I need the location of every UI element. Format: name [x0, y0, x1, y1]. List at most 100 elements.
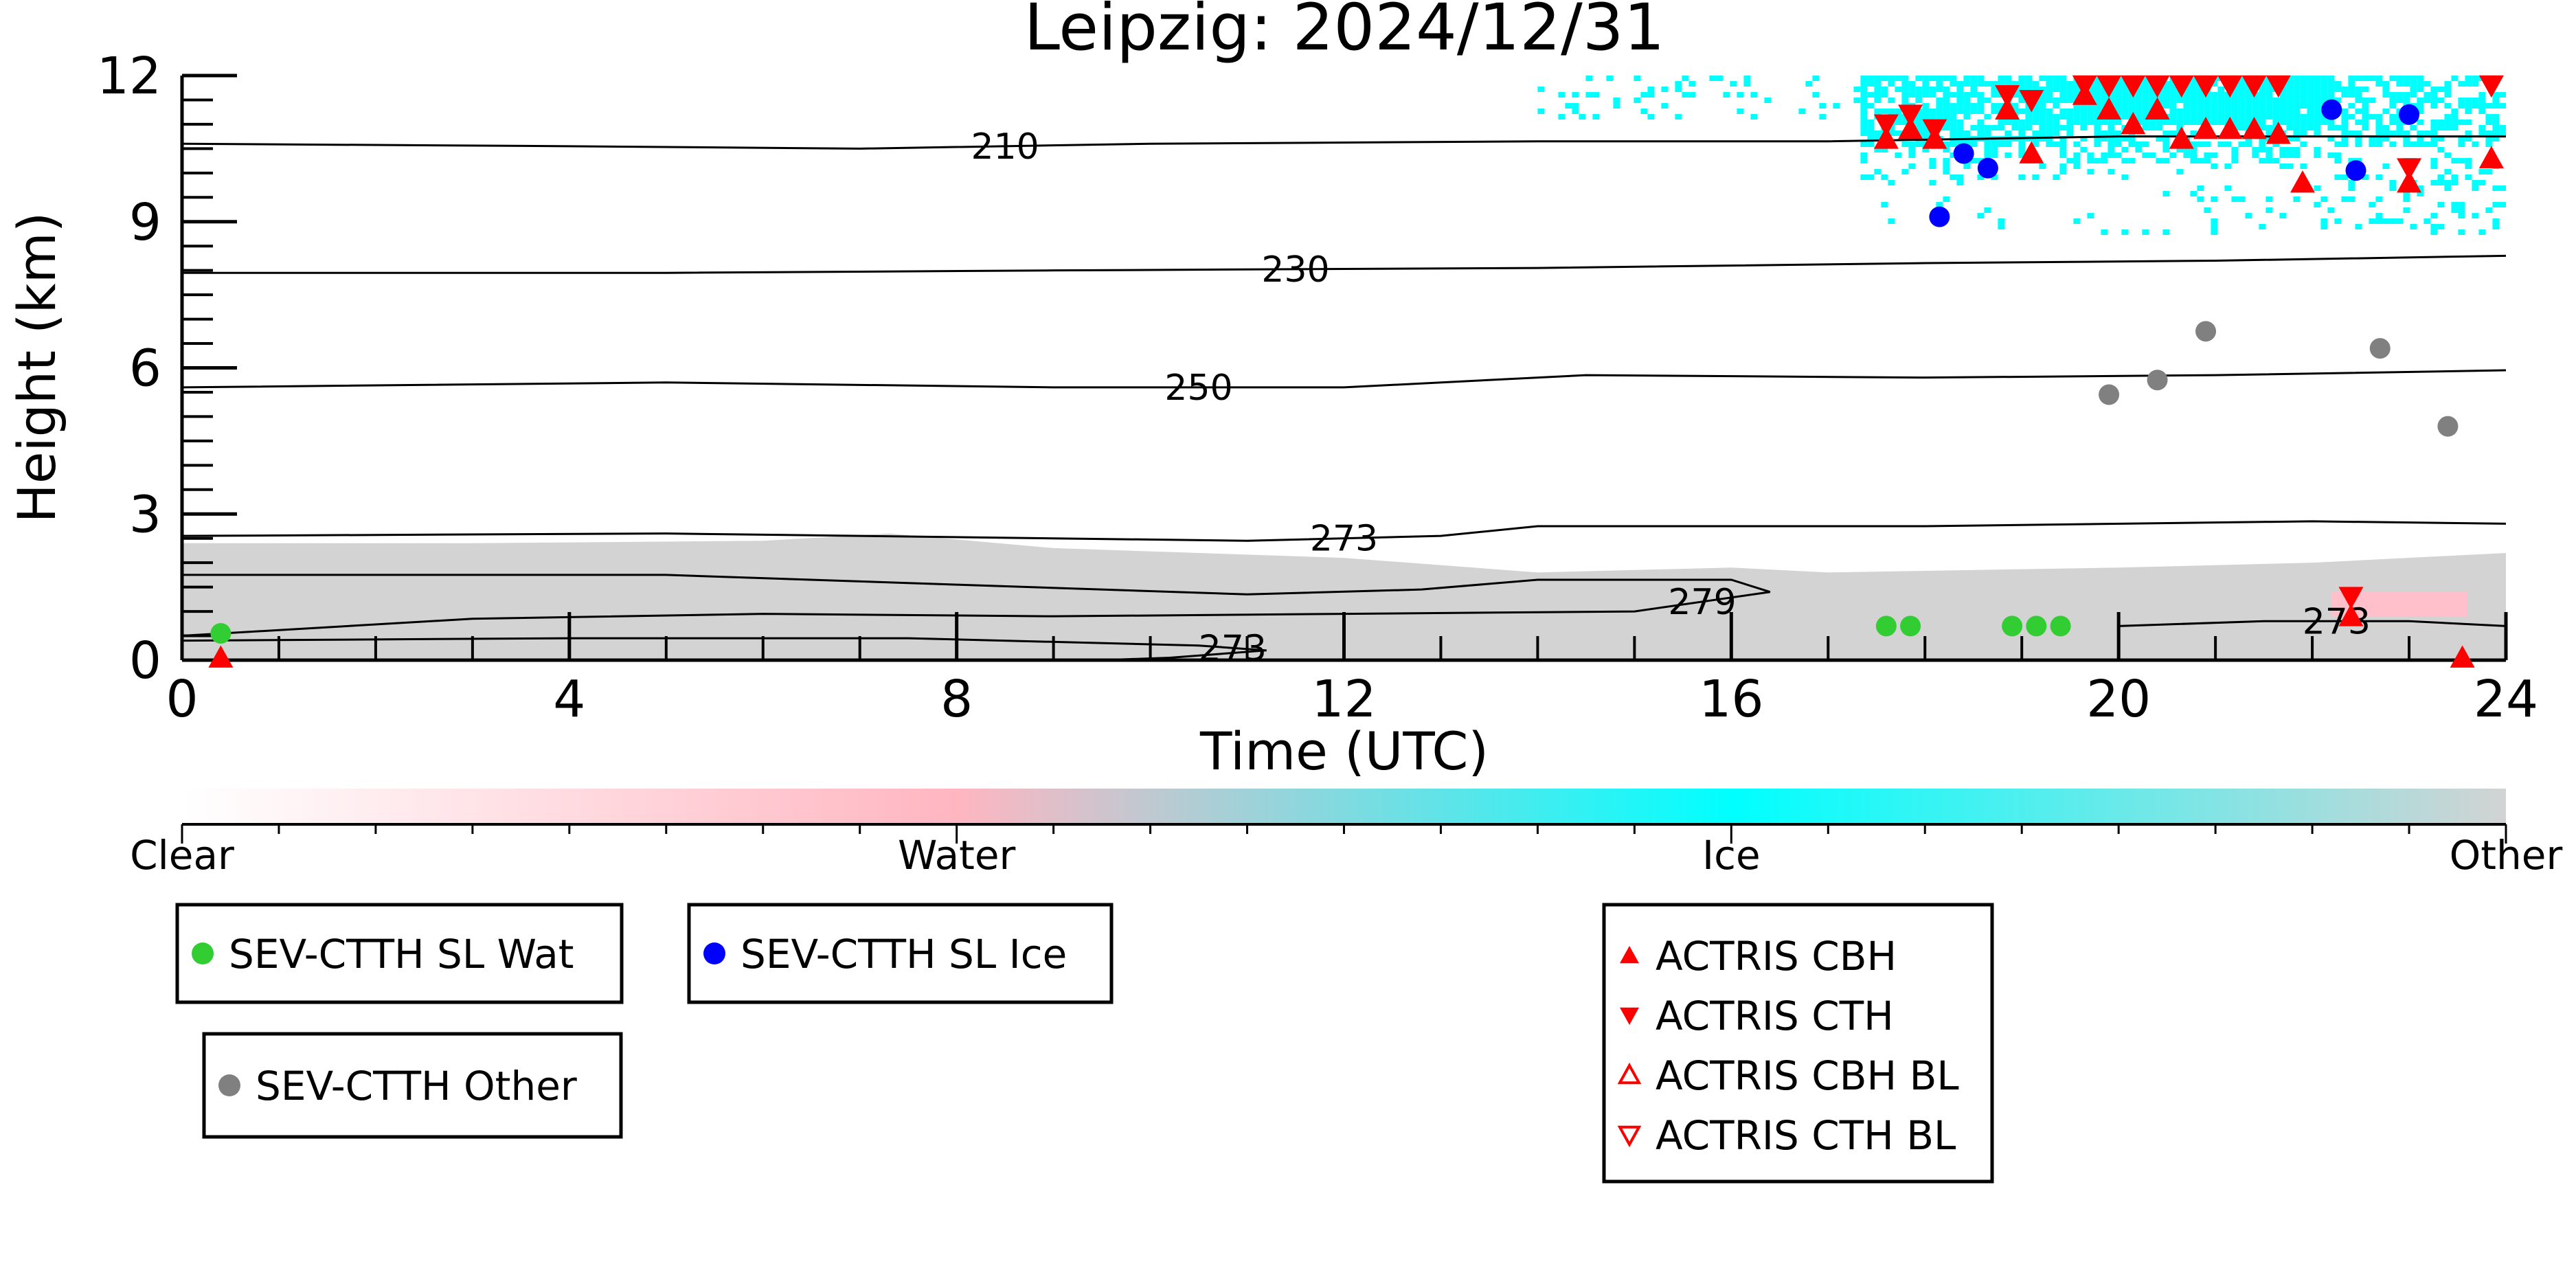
legend-marker	[1617, 1125, 1642, 1148]
ice-cloud-cell	[2334, 158, 2342, 163]
ice-cloud-cell	[2162, 92, 2170, 98]
ice-cloud-cell	[2197, 196, 2204, 202]
ice-cloud-cell	[2444, 180, 2452, 185]
data-point	[2097, 75, 2122, 98]
ice-cloud-cell	[1956, 180, 1964, 185]
ice-cloud-cell	[1984, 98, 1991, 103]
ice-cloud-cell	[2279, 163, 2287, 169]
ice-cloud-cell	[2348, 158, 2355, 163]
ice-cloud-cell	[2073, 114, 2081, 120]
ice-cloud-cell	[1537, 87, 1545, 92]
ice-cloud-cell	[2224, 103, 2232, 109]
ice-cloud-cell	[1970, 81, 1978, 87]
ice-cloud-cell	[2094, 114, 2101, 120]
ice-cloud-cell	[2101, 229, 2108, 235]
ice-cloud-cell	[2437, 125, 2445, 131]
ice-cloud-cell	[1867, 76, 1875, 81]
ice-cloud-cell	[2032, 120, 2040, 125]
ice-cloud-cell	[1709, 76, 1717, 81]
legend-box: SEV-CTTH Other	[202, 1032, 623, 1139]
ice-cloud-cell	[2217, 87, 2225, 92]
ice-cloud-cell	[2101, 92, 2108, 98]
ice-cloud-cell	[2224, 142, 2232, 147]
ice-cloud-cell	[2135, 109, 2143, 114]
ice-cloud-cell	[1640, 109, 1648, 114]
ice-cloud-cell	[2389, 92, 2397, 98]
ice-cloud-cell	[1895, 114, 1902, 120]
ice-cloud-cell	[2341, 120, 2349, 125]
ice-cloud-cell	[2417, 191, 2424, 196]
ice-cloud-cell	[1908, 152, 1916, 158]
ice-cloud-cell	[2094, 98, 2101, 103]
ice-cloud-cell	[2169, 103, 2177, 109]
ice-cloud-cell	[2176, 169, 2184, 174]
ice-cloud-cell	[2190, 103, 2197, 109]
ice-cloud-cell	[2293, 196, 2301, 202]
ice-cloud-cell	[1943, 163, 1950, 169]
ice-cloud-cell	[1901, 142, 1909, 147]
ice-cloud-cell	[2190, 152, 2197, 158]
ice-cloud-cell	[1867, 136, 1875, 142]
ice-cloud-cell	[2156, 120, 2163, 125]
ice-cloud-cell	[2066, 158, 2074, 163]
ice-cloud-cell	[2499, 92, 2506, 98]
ice-cloud-cell	[2231, 120, 2239, 125]
ice-cloud-cell	[2183, 120, 2191, 125]
ice-cloud-cell	[2142, 120, 2149, 125]
ice-cloud-cell	[2355, 142, 2362, 147]
ice-cloud-cell	[2156, 92, 2163, 98]
ice-cloud-cell	[1634, 98, 1641, 103]
ice-cloud-cell	[2059, 98, 2067, 103]
ice-cloud-cell	[2492, 224, 2500, 229]
ice-cloud-cell	[1888, 98, 1895, 103]
ice-cloud-cell	[1991, 125, 1998, 131]
ice-cloud-cell	[2169, 81, 2177, 87]
ice-cloud-cell	[2004, 142, 2012, 147]
ice-cloud-cell	[2053, 174, 2060, 180]
colorbar-label: Clear	[130, 832, 234, 879]
ice-cloud-cell	[1895, 76, 1902, 81]
ice-cloud-cell	[2011, 125, 2019, 131]
ice-cloud-cell	[2094, 136, 2101, 142]
ice-cloud-cell	[2382, 92, 2390, 98]
ice-cloud-cell	[2451, 158, 2459, 163]
ice-cloud-cell	[2266, 147, 2273, 152]
ice-cloud-cell	[2121, 114, 2129, 120]
ice-cloud-cell	[2011, 92, 2019, 98]
ice-cloud-cell	[2004, 76, 2012, 81]
contour-line-273	[2119, 620, 2506, 627]
ice-cloud-cell	[2053, 81, 2060, 87]
ice-cloud-cell	[1895, 131, 1902, 136]
ice-cloud-cell	[1991, 87, 1998, 92]
ice-cloud-cell	[1977, 125, 1985, 131]
ice-cloud-cell	[1688, 92, 1696, 98]
ice-cloud-cell	[2121, 103, 2129, 109]
ice-cloud-cell	[2059, 142, 2067, 147]
ice-cloud-cell	[2046, 120, 2053, 125]
legend-marker	[1620, 1007, 1639, 1025]
ice-cloud-cell	[2314, 103, 2321, 109]
ice-cloud-cell	[2314, 98, 2321, 103]
ice-cloud-cell	[1860, 103, 1868, 109]
ice-cloud-cell	[2259, 92, 2266, 98]
ice-cloud-cell	[2183, 87, 2191, 92]
ice-cloud-cell	[1675, 81, 1682, 87]
ice-cloud-cell	[2444, 169, 2452, 174]
ice-cloud-cell	[1936, 103, 1943, 109]
ice-cloud-cell	[1950, 142, 1957, 147]
ice-cloud-cell	[2108, 142, 2115, 147]
contour-line-230	[182, 254, 2506, 274]
ice-cloud-cell	[2348, 114, 2355, 120]
ice-cloud-cell	[2094, 158, 2101, 163]
ice-cloud-cell	[2059, 147, 2067, 152]
ice-cloud-cell	[1929, 92, 1936, 98]
ice-cloud-cell	[2334, 174, 2342, 180]
ice-cloud-cell	[1901, 169, 1909, 174]
ice-cloud-cell	[2369, 98, 2376, 103]
ice-cloud-cell	[2004, 81, 2012, 87]
ice-cloud-cell	[2169, 152, 2177, 158]
ice-cloud-cell	[1936, 114, 1943, 120]
ice-cloud-cell	[2101, 98, 2108, 103]
ice-cloud-cell	[1929, 180, 1936, 185]
ice-cloud-cell	[2046, 114, 2053, 120]
